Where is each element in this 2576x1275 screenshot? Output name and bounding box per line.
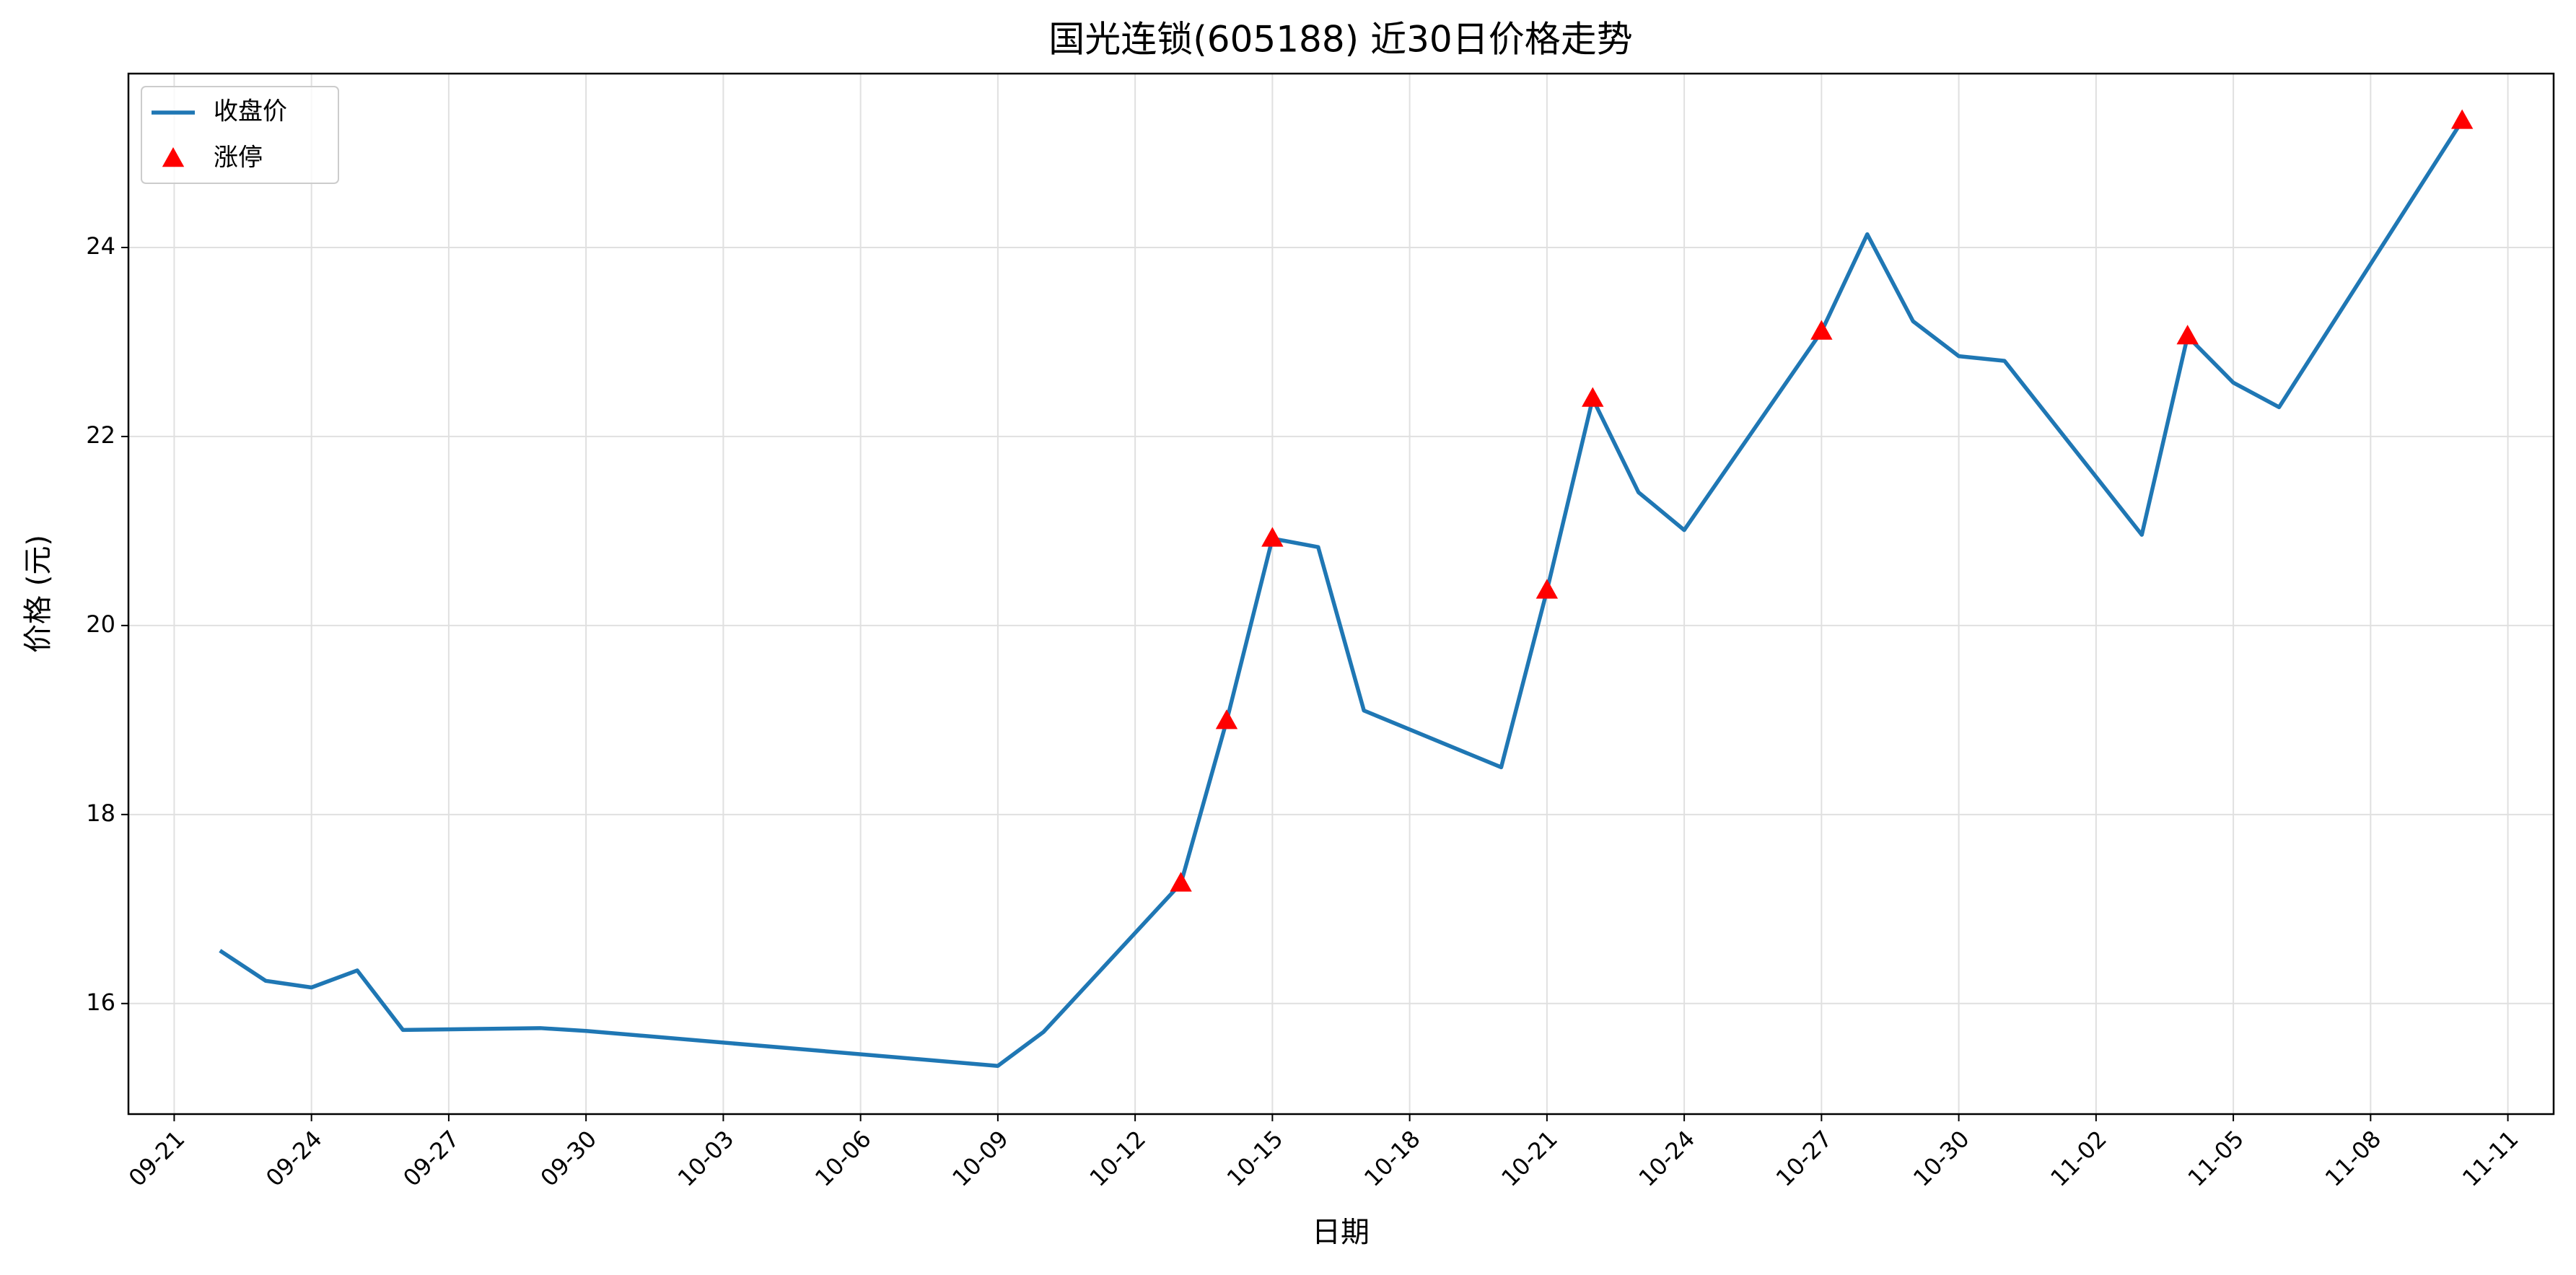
y-tick-label: 18 xyxy=(86,799,115,827)
x-axis-label: 日期 xyxy=(1312,1216,1370,1249)
chart-title: 国光连锁(605188) 近30日价格走势 xyxy=(1048,19,1632,61)
limit-up-marker xyxy=(1261,527,1284,547)
price-line xyxy=(219,120,2464,1068)
limit-up-marker xyxy=(1582,387,1604,407)
y-axis-label: 价格 (元) xyxy=(22,535,55,653)
y-tick-label: 22 xyxy=(86,421,115,449)
limit-up-marker xyxy=(2176,325,2199,345)
legend-label: 涨停 xyxy=(214,144,263,172)
limit-up-marker xyxy=(1170,872,1192,892)
legend-label: 收盘价 xyxy=(214,97,287,126)
limit-up-marker xyxy=(1810,320,1833,340)
y-tick-label: 16 xyxy=(86,989,115,1016)
legend-marker xyxy=(162,147,185,167)
axes-frame xyxy=(127,72,2555,1116)
limit-up-marker xyxy=(2450,109,2474,129)
limit-up-marker xyxy=(1215,709,1238,729)
y-tick-label: 20 xyxy=(86,610,115,638)
y-tick-label: 24 xyxy=(86,232,115,260)
limit-up-marker xyxy=(1535,579,1559,599)
